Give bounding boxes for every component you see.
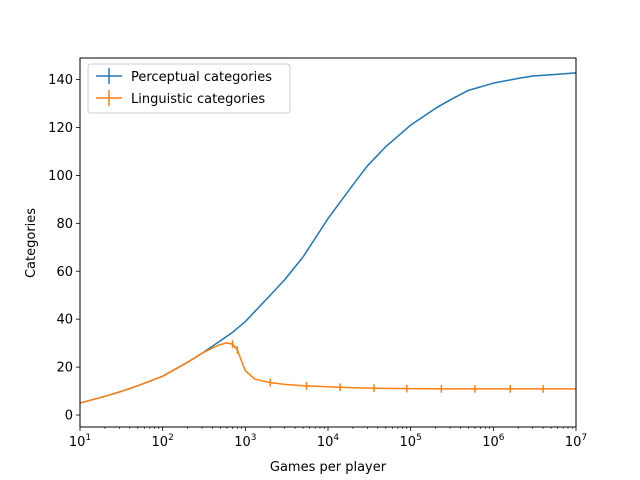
x-axis-ticks: 101 102 103 104 105 106 107 [69, 427, 587, 450]
x-tick-label-0: 101 [69, 433, 91, 450]
legend: Perceptual categories Linguistic categor… [87, 63, 291, 114]
y-axis-label: Categories [24, 208, 39, 278]
y-tick-label-7: 140 [48, 73, 73, 88]
x-tick-label-5: 106 [482, 433, 505, 450]
y-tick-label-4: 80 [56, 217, 73, 232]
x-tick-label-2: 103 [234, 433, 256, 450]
y-axis-ticks: 0 20 40 60 80 100 120 140 [48, 73, 80, 424]
legend-box [87, 63, 291, 114]
y-tick-label-3: 60 [56, 265, 73, 280]
legend-entry-linguistic: Linguistic categories [96, 90, 265, 107]
legend-label-linguistic: Linguistic categories [131, 92, 265, 107]
legend-entry-perceptual: Perceptual categories [96, 68, 272, 85]
x-tick-label-4: 105 [400, 433, 422, 450]
y-tick-label-2: 40 [56, 313, 73, 328]
series-line-1 [79, 342, 576, 404]
x-tick-label-1: 102 [152, 433, 174, 450]
x-axis-label: Games per player [270, 460, 387, 475]
y-tick-label-0: 0 [65, 409, 73, 424]
y-tick-label-6: 120 [48, 121, 73, 136]
x-tick-label-3: 104 [317, 433, 340, 450]
x-tick-label-6: 107 [565, 433, 587, 450]
series-1 [79, 340, 576, 404]
series-layer [79, 72, 577, 404]
y-tick-label-1: 20 [56, 361, 73, 376]
legend-label-perceptual: Perceptual categories [131, 70, 272, 85]
y-tick-label-5: 100 [48, 169, 73, 184]
